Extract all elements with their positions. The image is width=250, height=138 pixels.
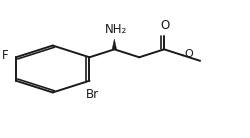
Text: O: O xyxy=(160,19,170,32)
Polygon shape xyxy=(112,39,116,49)
Text: NH₂: NH₂ xyxy=(104,22,127,36)
Text: F: F xyxy=(2,49,8,62)
Text: Br: Br xyxy=(86,88,98,101)
Text: O: O xyxy=(184,49,193,59)
